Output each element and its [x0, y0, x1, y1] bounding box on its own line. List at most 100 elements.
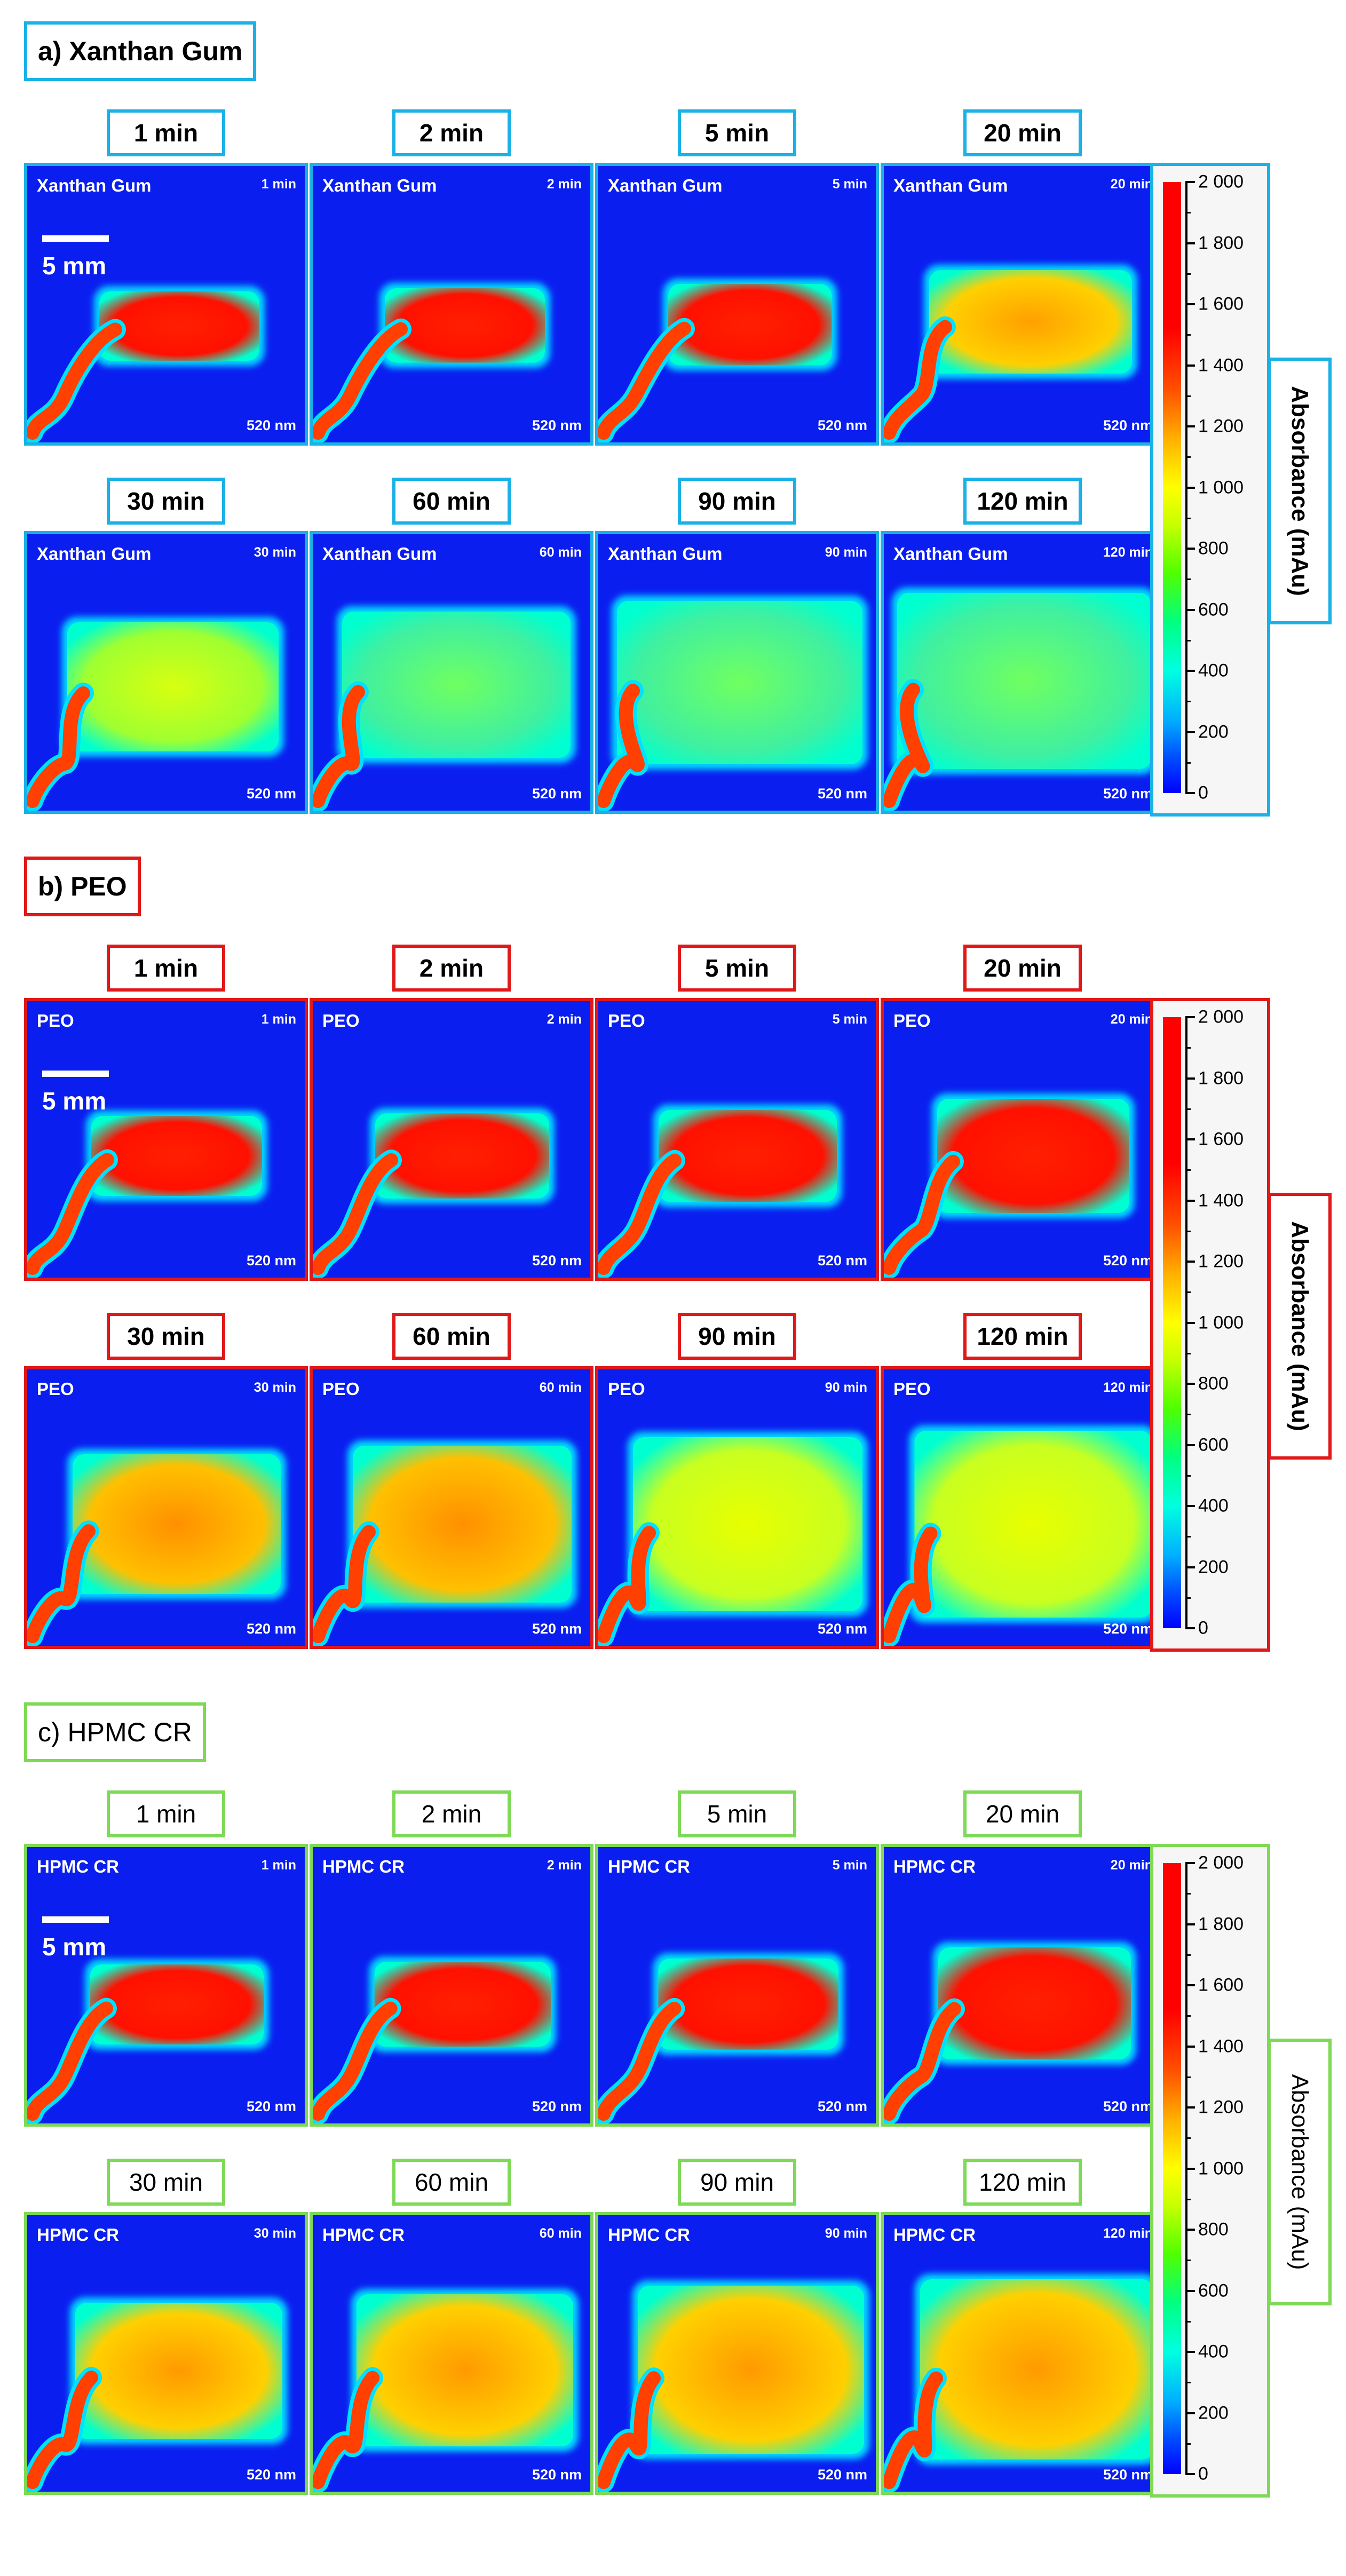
panel-material-label: PEO: [322, 1011, 360, 1031]
panel-wavelength-label: 520 nm: [1103, 1253, 1153, 1269]
colorbar-tick-label: 1 800: [1198, 1068, 1244, 1088]
panel-wavelength-label: 520 nm: [817, 786, 867, 802]
colorbar-tick: [1185, 548, 1195, 550]
time-label: 20 min: [963, 1790, 1082, 1837]
panel-material-label: PEO: [37, 1379, 74, 1399]
colorbar-tick-label: 400: [1198, 1495, 1229, 1516]
colorbar-tick-label: 1 200: [1198, 416, 1244, 437]
panel-material-label: HPMC CR: [37, 1857, 119, 1876]
panel-time-label: 5 min: [832, 1858, 867, 1873]
colorbar-tick-label: 2 000: [1198, 171, 1244, 192]
absorbance-map-panel: Xanthan Gum 20 min 520 nm: [881, 163, 1165, 446]
absorbance-map-panel: Xanthan Gum 120 min 520 nm: [881, 531, 1165, 814]
panel-wavelength-label: 520 nm: [817, 417, 867, 433]
colorbar-title: Absorbance (mAu): [1268, 358, 1332, 624]
panel-time-label: 60 min: [539, 545, 582, 560]
absorbance-map-panel: PEO 1 min 520 nm 5 mm: [24, 998, 308, 1281]
colorbar-minor-tick: [1185, 1475, 1191, 1477]
colorbar-title-text: Absorbance (mAu): [1287, 386, 1313, 596]
absorbance-map-panel: PEO 120 min 520 nm: [881, 1366, 1165, 1649]
colorbar-tick-label: 1 200: [1198, 1251, 1244, 1272]
colorbar-tick: [1185, 1505, 1195, 1507]
panel-wavelength-label: 520 nm: [1103, 1621, 1153, 1637]
colorbar-tick: [1185, 242, 1195, 244]
colorbar-tick: [1185, 1138, 1195, 1140]
panel-wavelength-label: 520 nm: [817, 2467, 867, 2483]
panel-material-label: Xanthan Gum: [608, 176, 723, 195]
colorbar-tick: [1185, 1016, 1195, 1018]
colorbar-minor-tick: [1185, 1536, 1191, 1538]
time-label: 120 min: [963, 478, 1082, 525]
scale-bar: [42, 235, 109, 242]
time-label: 60 min: [392, 2159, 511, 2206]
colorbar-minor-tick: [1185, 578, 1191, 581]
absorbance-map-image: [313, 1108, 555, 1278]
colorbar: 2 000 1 800 1 600 1 400 1 200 1 000 800 600 400 2…: [1150, 163, 1270, 817]
absorbance-map-image: [884, 1425, 1158, 1646]
colorbar-minor-tick: [1185, 1414, 1191, 1416]
colorbar-tick: [1185, 2351, 1195, 2353]
panel-wavelength-label: 520 nm: [817, 1621, 867, 1637]
colorbar-tick: [1185, 792, 1195, 794]
time-label: 120 min: [963, 2159, 1082, 2206]
colorbar-tick-label: 800: [1198, 1373, 1229, 1394]
absorbance-map-image: [598, 1104, 842, 1278]
panel-wavelength-label: 520 nm: [532, 786, 582, 802]
panel-time-label: 5 min: [832, 1012, 867, 1027]
panel-material-label: Xanthan Gum: [322, 176, 437, 195]
absorbance-map-image: [27, 2297, 288, 2492]
time-label: 1 min: [107, 1790, 225, 1837]
colorbar-tick: [1185, 1627, 1195, 1629]
colorbar-minor-tick: [1185, 273, 1191, 275]
absorbance-map-panel: HPMC CR 2 min 520 nm: [310, 1844, 593, 2127]
panel-time-label: 1 min: [261, 1012, 296, 1027]
absorbance-map-panel: HPMC CR 1 min 520 nm 5 mm: [24, 1844, 308, 2127]
absorbance-map-image: [884, 588, 1157, 811]
absorbance-map-panel: PEO 60 min 520 nm: [310, 1366, 593, 1649]
absorbance-map-panel: PEO 5 min 520 nm: [595, 998, 879, 1281]
panel-wavelength-label: 520 nm: [246, 2467, 296, 2483]
colorbar-gradient: [1163, 182, 1181, 793]
colorbar-minor-tick: [1185, 2137, 1191, 2139]
colorbar-minor-tick: [1185, 212, 1191, 214]
colorbar-tick: [1185, 1261, 1195, 1263]
absorbance-map-image: [884, 1093, 1135, 1278]
colorbar-minor-tick: [1185, 517, 1191, 519]
absorbance-map-image: [884, 265, 1137, 442]
panel-wavelength-label: 520 nm: [1103, 417, 1153, 433]
colorbar-tick: [1185, 731, 1195, 733]
colorbar-tick: [1185, 181, 1195, 183]
colorbar-tick: [1185, 364, 1195, 367]
colorbar-tick-label: 600: [1198, 2280, 1229, 2301]
scale-bar-label: 5 mm: [42, 252, 107, 280]
absorbance-map-panel: HPMC CR 20 min 520 nm: [881, 1844, 1165, 2127]
colorbar-minor-tick: [1185, 639, 1191, 641]
colorbar-tick-label: 200: [1198, 2403, 1229, 2423]
colorbar-tick-label: 800: [1198, 2219, 1229, 2240]
time-label: 5 min: [678, 1790, 796, 1837]
time-label: 120 min: [963, 1313, 1082, 1360]
absorbance-map-panel: Xanthan Gum 1 min 520 nm 5 mm: [24, 163, 308, 446]
colorbar-tick-label: 1 200: [1198, 2097, 1244, 2118]
colorbar-tick: [1185, 1077, 1195, 1080]
time-label: 1 min: [107, 945, 225, 992]
absorbance-map-image: [313, 606, 576, 811]
panel-material-label: PEO: [608, 1379, 645, 1399]
absorbance-map-panel: HPMC CR 30 min 520 nm: [24, 2212, 308, 2495]
panel-wavelength-label: 520 nm: [532, 417, 582, 433]
colorbar-tick-label: 600: [1198, 1434, 1229, 1455]
colorbar-tick-label: 0: [1198, 782, 1208, 803]
absorbance-map-panel: Xanthan Gum 60 min 520 nm: [310, 531, 593, 814]
panel-wavelength-label: 520 nm: [817, 2098, 867, 2114]
time-label: 2 min: [392, 109, 511, 156]
colorbar-tick: [1185, 2106, 1195, 2109]
time-label: 30 min: [107, 2159, 225, 2206]
colorbar-tick: [1185, 2289, 1195, 2292]
section-b: b) PEO 1 min PEO 1 min 520 nm 5 mm 2 min PEO 2…: [0, 857, 1346, 1678]
time-label: 1 min: [107, 109, 225, 156]
panel-time-label: 90 min: [825, 1380, 867, 1395]
colorbar-tick-label: 200: [1198, 1557, 1229, 1577]
absorbance-map-image: [884, 1942, 1136, 2123]
time-label: 60 min: [392, 478, 511, 525]
colorbar-tick: [1185, 1862, 1195, 1864]
